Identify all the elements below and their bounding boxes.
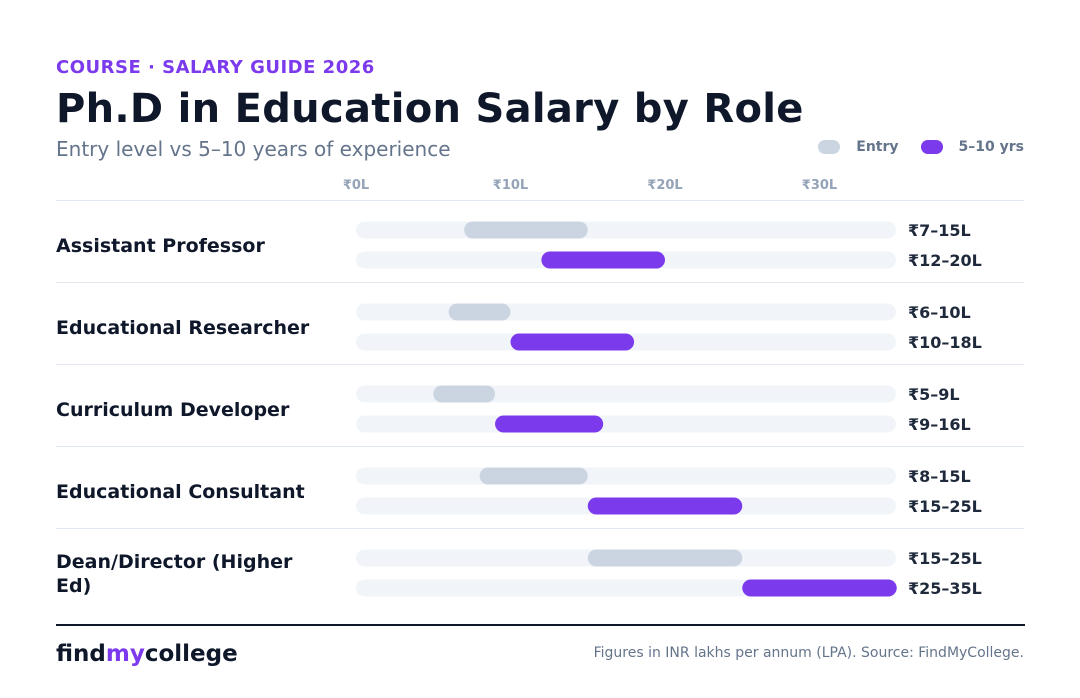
value-label-experienced: ₹9–16L	[908, 415, 971, 434]
row-label: Dean/Director (Higher Ed)	[56, 551, 293, 597]
chart-legend: Entry 5–10 yrs	[818, 139, 1024, 155]
row-label: Educational Researcher	[56, 317, 310, 339]
chart-title: Ph.D in Education Salary by Role	[56, 86, 804, 132]
bar-experienced	[541, 251, 665, 269]
bar-track	[356, 415, 896, 433]
x-tick-label: ₹30L	[802, 178, 837, 193]
bar-entry	[448, 303, 511, 321]
value-label-experienced: ₹15–25L	[908, 497, 982, 516]
bar-experienced	[742, 579, 897, 597]
value-label-entry: ₹5–9L	[908, 385, 960, 404]
brand-text-find: find	[56, 641, 106, 667]
bar-entry	[479, 467, 588, 485]
value-label-entry: ₹7–15L	[908, 221, 971, 240]
brand-logo: findmycollege	[56, 641, 238, 667]
bar-track	[356, 221, 896, 239]
x-tick-label: ₹10L	[493, 178, 528, 193]
row-label: Educational Consultant	[56, 481, 305, 503]
legend-label-experienced: 5–10 yrs	[958, 139, 1024, 155]
bar-track	[356, 303, 896, 321]
source-note: Figures in INR lakhs per annum (LPA). So…	[593, 645, 1024, 661]
row-label: Assistant Professor	[56, 235, 265, 257]
legend-swatch-entry	[818, 140, 841, 154]
chart-eyebrow: COURSE · SALARY GUIDE 2026	[56, 57, 375, 78]
legend-swatch-experienced	[920, 140, 943, 154]
footer-rule	[56, 624, 1025, 626]
brand-text-my: my	[105, 641, 145, 667]
value-label-experienced: ₹10–18L	[908, 333, 982, 352]
row-label: Curriculum Developer	[56, 399, 290, 421]
bar-experienced	[495, 415, 604, 433]
legend-label-entry: Entry	[856, 139, 899, 155]
value-label-experienced: ₹25–35L	[908, 579, 982, 598]
chart-subtitle: Entry level vs 5–10 years of experience	[56, 137, 451, 161]
x-tick-label: ₹0L	[343, 178, 369, 193]
value-label-entry: ₹6–10L	[908, 303, 971, 322]
bar-experienced	[510, 333, 635, 351]
bar-entry	[433, 385, 496, 403]
bar-experienced	[587, 497, 743, 515]
value-label-entry: ₹8–15L	[908, 467, 971, 486]
salary-range-chart: ₹0L ₹10L ₹20L ₹30L Assistant Professor ₹7–15L…	[56, 178, 1024, 598]
x-tick-label: ₹20L	[647, 178, 682, 193]
bar-entry	[587, 549, 743, 567]
brand-text-college: college	[144, 641, 238, 667]
value-label-entry: ₹15–25L	[908, 549, 982, 568]
bar-track	[356, 467, 896, 485]
bar-entry	[464, 221, 588, 239]
value-label-experienced: ₹12–20L	[908, 251, 982, 270]
